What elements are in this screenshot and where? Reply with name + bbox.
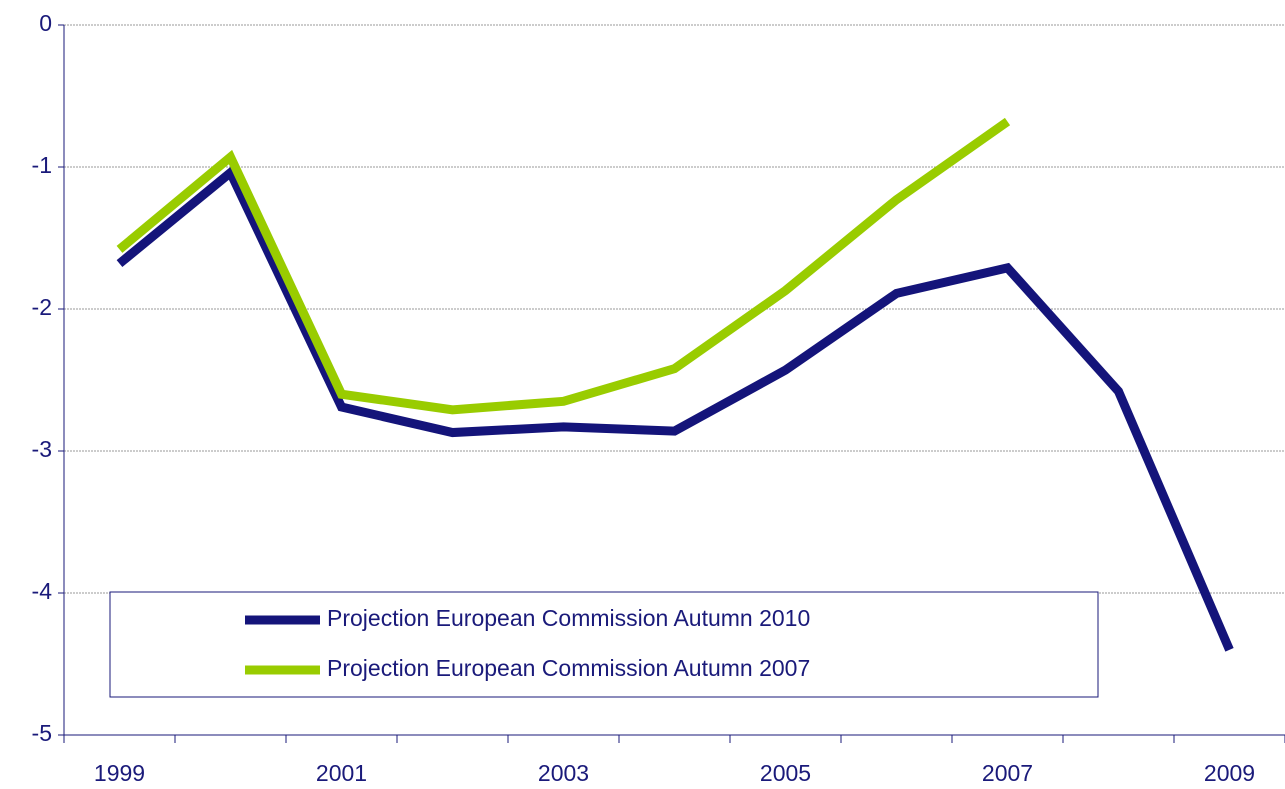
legend-box [109, 591, 1099, 698]
legend-label: Projection European Commission Autumn 20… [327, 605, 810, 631]
series-line [116, 165, 1234, 652]
y-tick-label: -3 [32, 436, 52, 462]
x-tick-label: 1999 [94, 760, 145, 786]
legend-label: Projection European Commission Autumn 20… [327, 655, 810, 681]
series-line [116, 117, 1011, 415]
y-tick-label: -1 [32, 152, 52, 178]
x-tick-label: 2005 [760, 760, 811, 786]
x-tick-label: 2009 [1204, 760, 1255, 786]
y-tick-label: -2 [32, 294, 52, 320]
y-tick-label: -5 [32, 720, 52, 746]
x-tick-label: 2003 [538, 760, 589, 786]
x-tick-label: 2001 [316, 760, 367, 786]
y-tick-label: -4 [32, 578, 53, 604]
x-tick-label: 2007 [982, 760, 1033, 786]
y-tick-label: 0 [39, 10, 52, 36]
